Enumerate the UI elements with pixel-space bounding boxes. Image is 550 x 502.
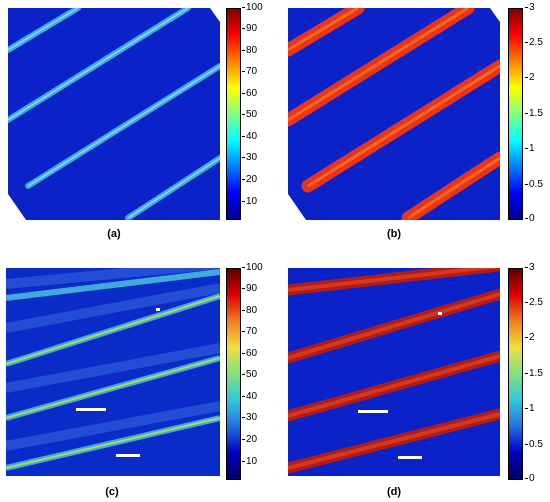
tick: 70 bbox=[241, 326, 258, 337]
panel-c-colorbar bbox=[226, 268, 241, 480]
tick: 90 bbox=[241, 283, 258, 294]
panel-c-image bbox=[6, 268, 220, 476]
caption-b: (b) bbox=[386, 228, 402, 240]
tick: 100 bbox=[242, 2, 263, 13]
caption-d: (d) bbox=[386, 486, 402, 498]
tick: 20 bbox=[241, 174, 258, 185]
panel-b-image bbox=[288, 8, 500, 220]
tick: 2.5 bbox=[525, 297, 543, 308]
caption-a: (a) bbox=[107, 228, 121, 240]
tick: 0 bbox=[525, 473, 535, 484]
tick: 2 bbox=[525, 72, 535, 83]
panel-d-colorbar bbox=[508, 268, 523, 480]
tick: 30 bbox=[241, 412, 258, 423]
tick: 3 bbox=[525, 262, 535, 273]
tick: 3 bbox=[525, 2, 535, 13]
tick: 0.5 bbox=[525, 179, 543, 190]
tick: 50 bbox=[241, 369, 258, 380]
tick: 70 bbox=[241, 66, 258, 77]
tick: 1.5 bbox=[525, 108, 543, 119]
panel-d-image bbox=[288, 268, 500, 476]
tick: 1 bbox=[525, 403, 535, 414]
tick: 10 bbox=[241, 456, 258, 467]
tick: 1 bbox=[525, 143, 535, 154]
panel-a-image bbox=[8, 8, 220, 220]
panel-a-colorbar bbox=[226, 8, 241, 220]
tick: 40 bbox=[241, 391, 258, 402]
tick: 50 bbox=[241, 109, 258, 120]
tick: 40 bbox=[241, 131, 258, 142]
tick: 90 bbox=[241, 23, 258, 34]
tick: 60 bbox=[241, 348, 258, 359]
tick: 30 bbox=[241, 152, 258, 163]
tick: 0.5 bbox=[525, 439, 543, 450]
tick: 20 bbox=[241, 434, 258, 445]
tick: 80 bbox=[241, 45, 258, 56]
tick: 2.5 bbox=[525, 37, 543, 48]
tick: 10 bbox=[241, 196, 258, 207]
tick: 60 bbox=[241, 88, 258, 99]
tick: 1.5 bbox=[525, 368, 543, 379]
panel-b-colorbar bbox=[508, 8, 523, 220]
caption-c: (c) bbox=[105, 486, 119, 498]
tick: 2 bbox=[525, 332, 535, 343]
tick: 0 bbox=[525, 213, 535, 224]
tick: 100 bbox=[242, 262, 263, 273]
tick: 80 bbox=[241, 305, 258, 316]
